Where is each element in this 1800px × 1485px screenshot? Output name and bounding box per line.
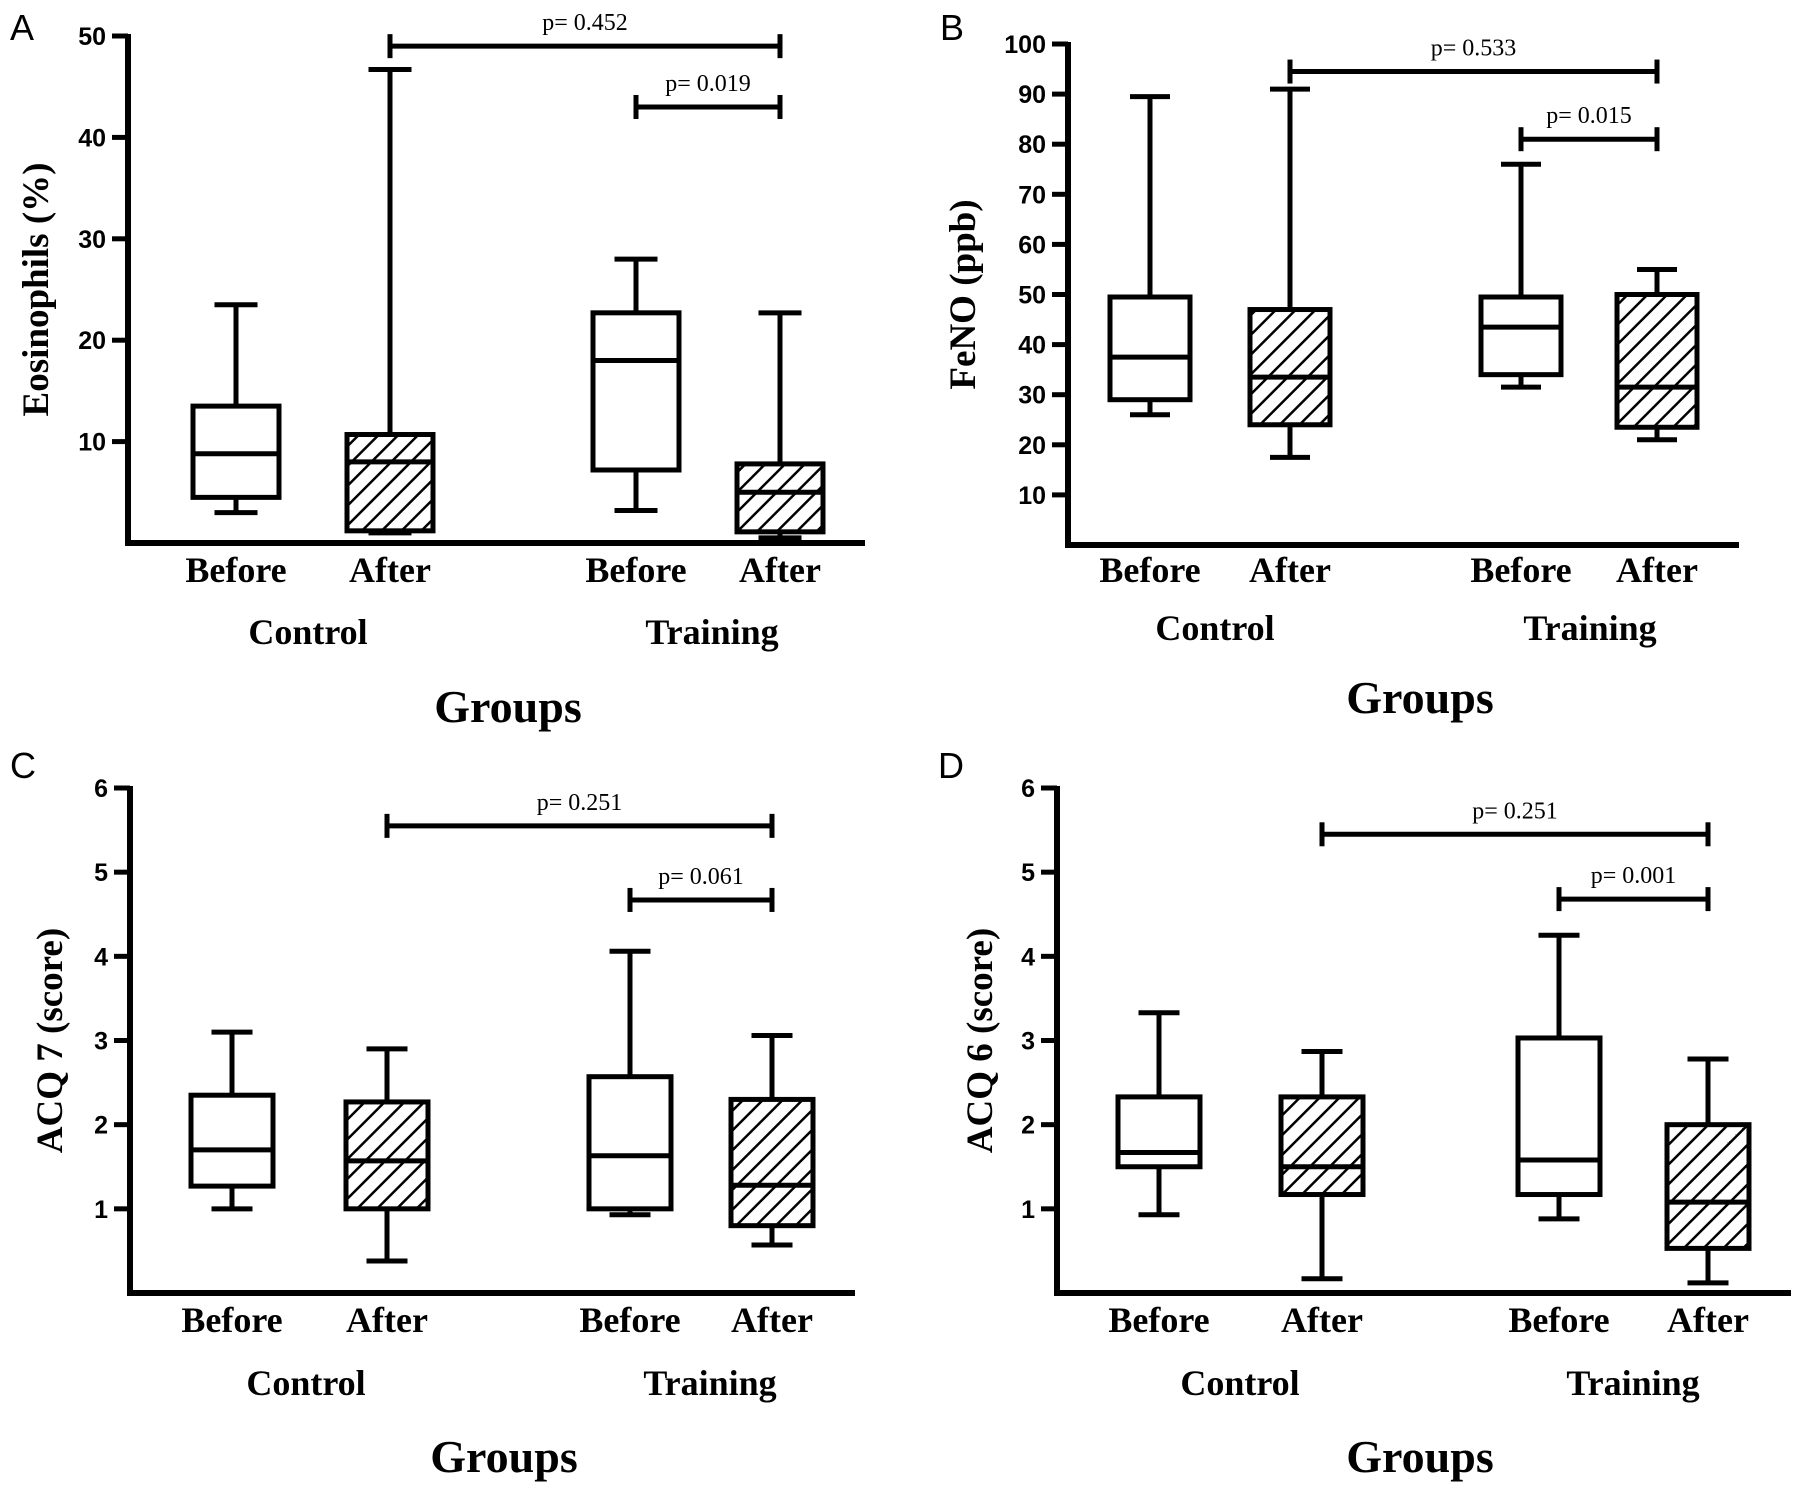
y-tick-label-b: 30 [1018,382,1046,410]
y-tick-label-d: 4 [1021,943,1035,971]
y-tick-label-d: 5 [1021,859,1035,887]
category-label-b: Before [1470,550,1571,590]
panel-letter-b: B [940,7,964,48]
y-tick-label-a: 20 [78,327,106,355]
y-tick-label-b: 20 [1018,432,1046,460]
category-label-d: After [1281,1300,1363,1340]
group-label-b-training: Training [1523,608,1656,648]
y-axis-label-b: FeNO (ppb) [943,199,984,389]
group-label-c-control: Control [246,1363,365,1403]
y-tick-label-c: 4 [94,943,108,971]
y-tick-label-d: 1 [1021,1196,1035,1224]
y-tick-label-b: 100 [1004,31,1046,59]
p-value-label-c: p= 0.061 [658,864,744,890]
category-label-a: After [739,550,821,590]
y-tick-label-b: 70 [1018,181,1046,209]
y-axis-label-c: ACQ 7 (score) [30,928,71,1153]
panel-letter-c: C [10,745,36,786]
category-label-c: After [346,1300,428,1340]
y-tick-label-c: 2 [94,1112,108,1140]
y-tick-label-a: 50 [78,23,106,51]
category-label-d: Before [1108,1300,1209,1340]
box-c-training-after [728,1096,816,1229]
panel-letter-a: A [10,7,34,48]
category-label-c: Before [181,1300,282,1340]
y-tick-label-b: 10 [1018,482,1046,510]
box-a-control-after [344,432,436,534]
group-label-a-training: Training [645,612,778,652]
box-d-training-after [1664,1122,1752,1251]
x-axis-label-c: Groups [430,1431,577,1482]
category-label-b: Before [1099,550,1200,590]
y-tick-label-b: 90 [1018,81,1046,109]
box-a-training-before [590,310,682,473]
category-label-c: Before [579,1300,680,1340]
y-axis-label-a: Eosinophils (%) [16,163,57,417]
y-tick-label-b: 40 [1018,332,1046,360]
y-tick-label-b: 50 [1018,282,1046,310]
x-axis-label-a: Groups [434,681,581,732]
p-value-label-d: p= 0.001 [1591,863,1677,889]
y-tick-label-d: 2 [1021,1112,1035,1140]
group-label-b-control: Control [1155,608,1274,648]
panel-letter-d: D [938,745,964,786]
y-tick-label-c: 5 [94,859,108,887]
p-value-label-a: p= 0.452 [542,10,628,36]
group-label-a-control: Control [248,612,367,652]
y-tick-label-d: 3 [1021,1028,1035,1056]
category-label-c: After [731,1300,813,1340]
box-d-control-before [1115,1094,1203,1170]
category-label-a: Before [185,550,286,590]
box-b-control-before [1107,294,1193,403]
x-axis-label-d: Groups [1346,1431,1493,1482]
group-label-c-training: Training [643,1363,776,1403]
p-value-label-a: p= 0.019 [665,71,751,97]
group-label-d-control: Control [1180,1363,1299,1403]
box-a-training-after [734,461,826,535]
y-axis-label-d: ACQ 6 (score) [960,928,1001,1153]
y-tick-label-b: 80 [1018,131,1046,159]
group-label-d-training: Training [1566,1363,1699,1403]
y-tick-label-c: 6 [94,775,108,803]
box-c-training-before [586,1074,674,1212]
box-b-training-after [1614,292,1700,430]
y-tick-label-b: 60 [1018,231,1046,259]
p-value-label-b: p= 0.533 [1431,36,1517,62]
box-c-control-before [188,1092,276,1189]
x-axis-label-b: Groups [1346,672,1493,723]
box-b-training-before [1478,294,1564,378]
y-tick-label-a: 30 [78,226,106,254]
category-label-d: After [1667,1300,1749,1340]
p-value-label-d: p= 0.251 [1472,798,1558,824]
y-tick-label-a: 10 [78,429,106,457]
box-d-training-before [1515,1035,1603,1198]
category-label-d: Before [1508,1300,1609,1340]
box-b-control-after [1247,307,1333,428]
y-tick-label-c: 1 [94,1196,108,1224]
category-label-b: After [1249,550,1331,590]
category-label-a: After [349,550,431,590]
category-label-a: Before [585,550,686,590]
p-value-label-b: p= 0.015 [1546,103,1632,129]
y-tick-label-c: 3 [94,1028,108,1056]
box-d-control-after [1278,1094,1366,1198]
p-value-label-c: p= 0.251 [537,790,623,816]
y-tick-label-a: 40 [78,124,106,152]
y-tick-label-d: 6 [1021,775,1035,803]
category-label-b: After [1616,550,1698,590]
box-c-control-after [343,1099,431,1212]
